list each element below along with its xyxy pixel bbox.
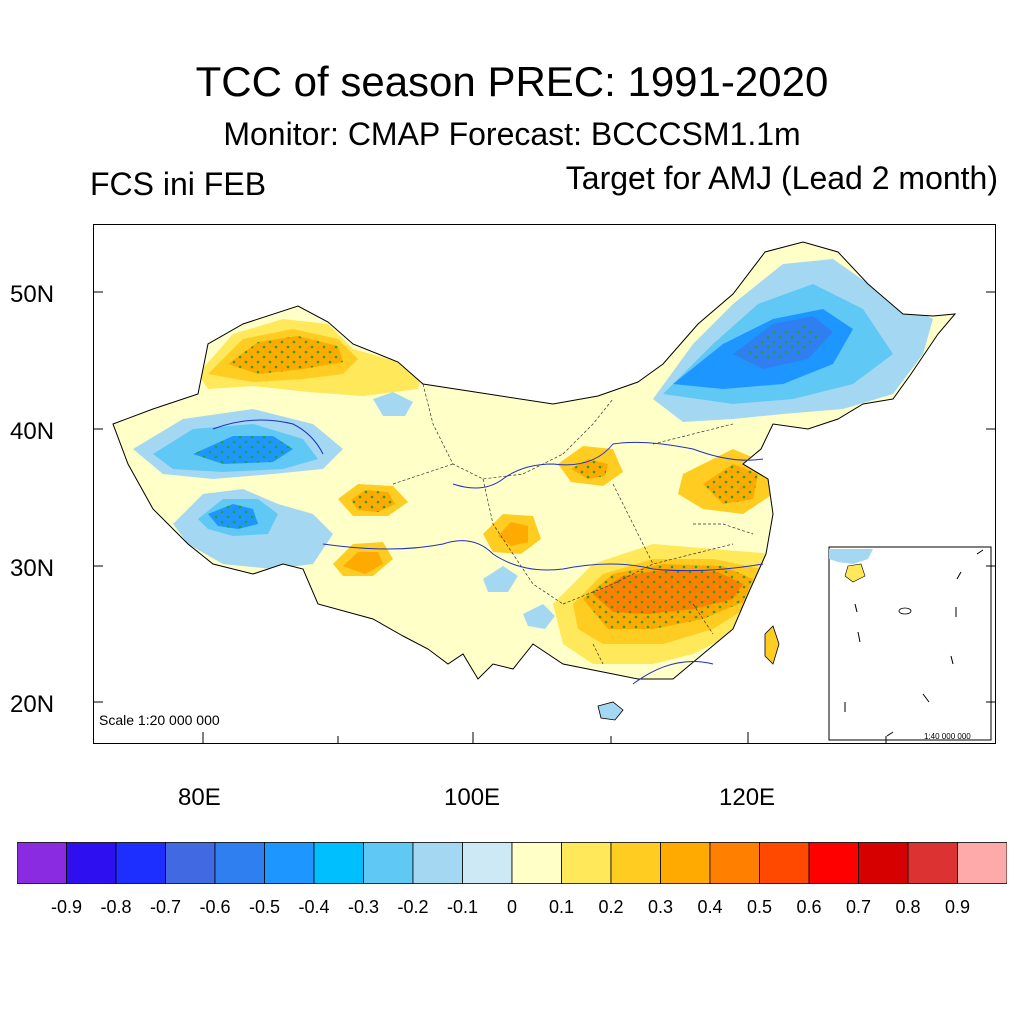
- map-title: TCC of season PREC: 1991-2020: [195, 58, 829, 105]
- colorbar-label: -0.2: [397, 897, 429, 917]
- colorbar-label: 0.6: [796, 897, 822, 917]
- colorbar-label: 0.3: [647, 897, 674, 917]
- colorbar-swatch-8: [412, 842, 463, 884]
- colorbar-label: -0.6: [199, 897, 231, 917]
- colorbar-swatch-9: [462, 842, 513, 884]
- colorbar-swatch-1: [66, 842, 117, 884]
- colorbar-swatch-17: [858, 842, 909, 884]
- colorbar-label: 0.1: [548, 897, 575, 917]
- colorbar-swatch-18: [907, 842, 958, 884]
- colorbar-swatch-3: [165, 842, 216, 884]
- colorbar-label: 0.2: [598, 897, 624, 917]
- colorbar-swatch-2: [115, 842, 166, 884]
- lat-label-50n: 50N: [10, 281, 55, 308]
- map-panel: [93, 224, 996, 744]
- colorbar-swatch-11: [561, 842, 612, 884]
- lon-label-120e: 120E: [719, 784, 776, 811]
- inset-scale-label: 1:40 000 000: [924, 732, 971, 741]
- left-label: FCS ini FEB: [90, 166, 267, 202]
- colorbar-swatch-10: [511, 842, 562, 884]
- rivers: [212, 419, 764, 685]
- right-label: Target for AMJ (Lead 2 month): [565, 160, 998, 196]
- map-subtitle: Monitor: CMAP Forecast: BCCCSM1.1m: [223, 116, 801, 152]
- scale-label: Scale 1:20 000 000: [99, 712, 220, 728]
- lon-label-100e: 100E: [444, 784, 501, 811]
- lat-label-40n: 40N: [10, 418, 55, 445]
- colorbar-swatch-14: [709, 842, 760, 884]
- colorbar-label: 0.7: [845, 897, 872, 917]
- colorbar: [16, 842, 1008, 884]
- colorbar-label: -0.4: [298, 897, 330, 917]
- colorbar-swatch-7: [363, 842, 414, 884]
- lat-label-30n: 30N: [10, 555, 55, 582]
- taiwan: [764, 625, 780, 665]
- province-boundaries: [392, 383, 754, 665]
- colorbar-swatch-16: [808, 842, 859, 884]
- colorbar-label: -0.1: [446, 897, 479, 917]
- colorbar-swatch-13: [660, 842, 711, 884]
- lon-label-80e: 80E: [178, 784, 221, 811]
- colorbar-swatch-0: [16, 842, 67, 884]
- colorbar-label: -0.8: [100, 897, 132, 917]
- colorbar-label: 0.9: [944, 897, 971, 917]
- colorbar-swatch-6: [313, 842, 364, 884]
- colorbar-label: -0.7: [149, 897, 182, 917]
- colorbar-label: -0.9: [50, 897, 83, 917]
- south-china-sea-inset: [828, 546, 992, 741]
- colorbar-label: 0: [506, 897, 517, 917]
- colorbar-swatch-19: [957, 842, 1008, 884]
- colorbar-label: -0.5: [248, 897, 281, 917]
- colorbar-label: 0.4: [697, 897, 723, 917]
- colorbar-swatch-15: [759, 842, 810, 884]
- china-map: [93, 224, 996, 744]
- colorbar-label: 0.5: [746, 897, 773, 917]
- lat-label-20n: 20N: [10, 691, 55, 718]
- colorbar-swatch-12: [610, 842, 661, 884]
- colorbar-swatch-4: [214, 842, 265, 884]
- china-boundary: [112, 241, 957, 680]
- colorbar-label: 0.8: [895, 897, 921, 917]
- hainan: [597, 701, 624, 721]
- colorbar-label: -0.3: [347, 897, 380, 917]
- colorbar-swatch-5: [264, 842, 315, 884]
